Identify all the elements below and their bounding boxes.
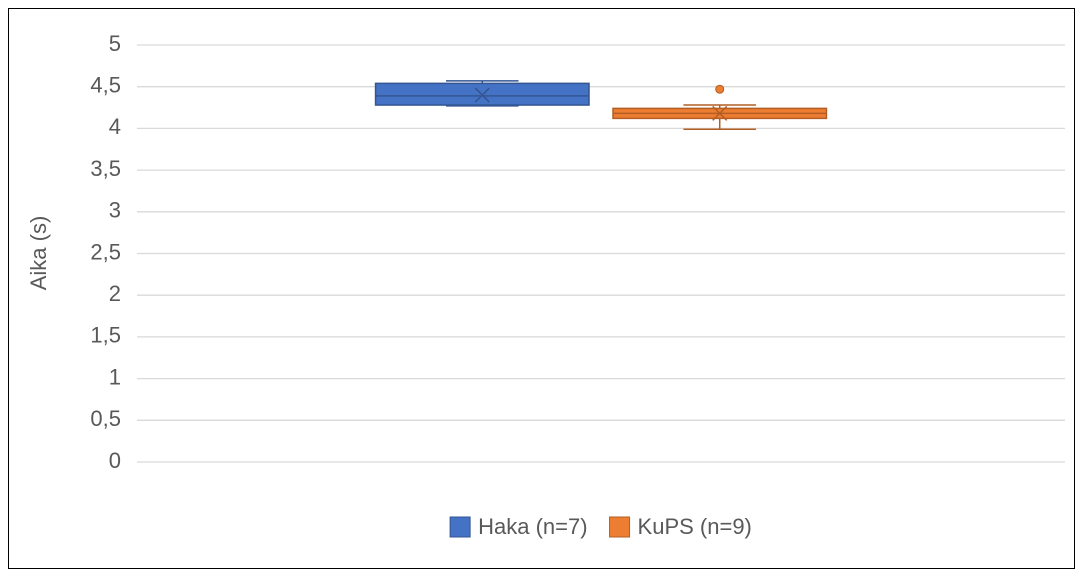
y-tick-label: 0 [109,448,121,473]
y-tick-label: 1 [109,364,121,389]
y-tick-label: 3 [109,198,121,223]
mean-marker [474,87,490,103]
legend-swatch [449,516,471,538]
y-tick-label: 4,5 [90,73,121,98]
y-tick-label: 5 [109,31,121,56]
y-tick-label: 2,5 [90,239,121,264]
y-tick-label: 0,5 [90,406,121,431]
y-tick-label: 3,5 [90,156,121,181]
y-tick-label: 2 [109,281,121,306]
mean-marker [712,105,728,121]
legend-label: Haka (n=7) [478,514,587,539]
legend-label: KuPS (n=9) [638,514,752,539]
y-axis-title: Aika (s) [26,216,51,291]
legend-swatch [609,516,631,538]
outlier [715,84,725,94]
y-tick-label: 1,5 [90,323,121,348]
y-tick-label: 4 [109,114,121,139]
